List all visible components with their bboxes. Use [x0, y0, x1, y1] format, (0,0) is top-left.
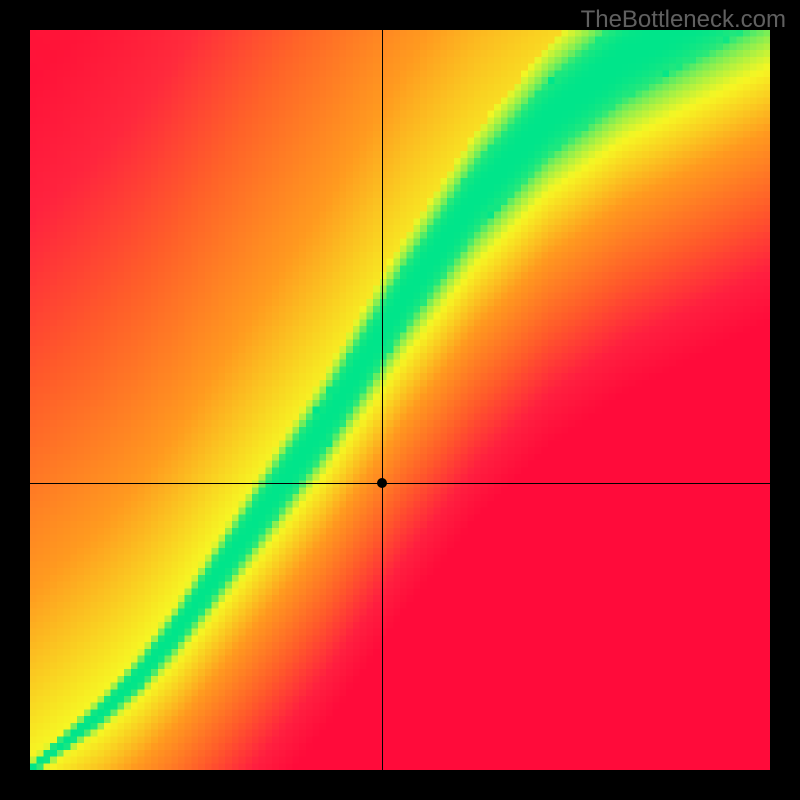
crosshair-marker	[377, 478, 387, 488]
crosshair-vertical	[382, 30, 383, 770]
watermark-text: TheBottleneck.com	[581, 6, 786, 34]
heatmap-canvas	[30, 30, 770, 770]
chart-container: TheBottleneck.com	[0, 0, 800, 800]
crosshair-horizontal	[30, 483, 770, 484]
heatmap-plot	[30, 30, 770, 770]
